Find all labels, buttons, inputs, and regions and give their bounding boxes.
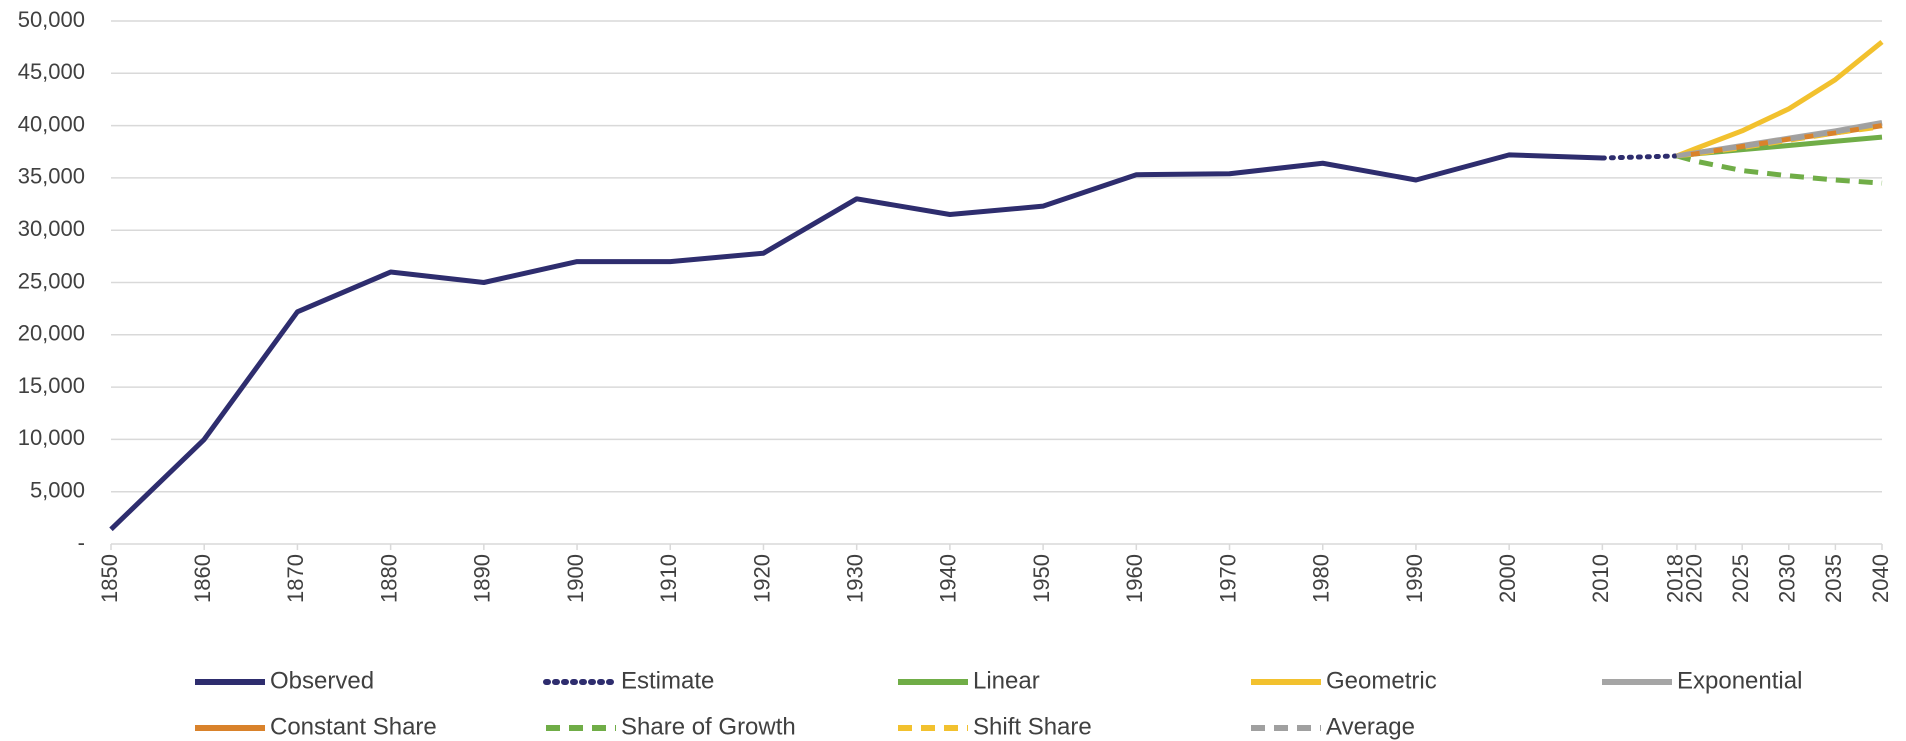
series-line [109, 152, 1603, 532]
legend-label: Geometric [1326, 667, 1437, 694]
y-tick-label: 45,000 [18, 59, 85, 84]
x-tick-label: 2000 [1495, 554, 1520, 603]
x-tick-label: 1880 [376, 554, 401, 603]
y-tick-label: - [78, 530, 85, 555]
x-tick-label: 1850 [97, 554, 122, 603]
x-tick-label: 1870 [283, 554, 308, 603]
x-tick-label: 1980 [1309, 554, 1334, 603]
legend-item: Geometric [1251, 667, 1437, 694]
x-tick-label: 1990 [1402, 554, 1427, 603]
legend-label: Average [1326, 713, 1415, 740]
y-tick-label: 5,000 [30, 478, 85, 503]
x-tick-label: 2040 [1868, 554, 1893, 603]
legend-label: Exponential [1677, 667, 1802, 694]
legend-item: Average [1251, 713, 1415, 740]
y-tick-label: 25,000 [18, 268, 85, 293]
x-tick-label: 2025 [1728, 554, 1753, 603]
x-tick-label: 2020 [1681, 554, 1706, 603]
legend-item: Shift Share [898, 713, 1092, 740]
legend-item: Exponential [1602, 667, 1802, 694]
y-tick-label: 10,000 [18, 425, 85, 450]
x-tick-label: 2030 [1775, 554, 1800, 603]
legend-label: Constant Share [270, 713, 437, 740]
x-tick-label: 1960 [1122, 554, 1147, 603]
y-tick-label: 40,000 [18, 111, 85, 136]
legend-item: Constant Share [195, 713, 437, 740]
x-tick-label: 1860 [190, 554, 215, 603]
x-tick-label: 1910 [656, 554, 681, 603]
y-tick-label: 15,000 [18, 373, 85, 398]
x-tick-label: 1920 [749, 554, 774, 603]
legend-item: Share of Growth [546, 713, 796, 740]
legend-label: Estimate [621, 667, 714, 694]
legend-item: Estimate [543, 667, 714, 694]
series-line [1676, 153, 1883, 186]
legend-label: Shift Share [973, 713, 1092, 740]
x-tick-label: 1900 [563, 554, 588, 603]
y-tick-label: 20,000 [18, 321, 85, 346]
x-tick-label: 1970 [1215, 554, 1240, 603]
series-line [1676, 39, 1884, 159]
x-tick-label: 1930 [842, 554, 867, 603]
x-tick-label: 1890 [470, 554, 495, 603]
series-line [1599, 153, 1680, 161]
x-tick-label: 2018 [1663, 554, 1688, 603]
legend-item: Observed [195, 667, 374, 694]
x-tick-label: 2035 [1821, 554, 1846, 603]
legend-item: Linear [898, 667, 1040, 694]
series-line [1676, 121, 1883, 159]
x-tick-label: 2010 [1588, 554, 1613, 603]
x-tick-label: 1940 [936, 554, 961, 603]
legend-label: Share of Growth [621, 713, 796, 740]
legend-label: Linear [973, 667, 1040, 694]
y-tick-label: 35,000 [18, 164, 85, 189]
y-tick-label: 30,000 [18, 216, 85, 241]
y-tick-label: 50,000 [18, 7, 85, 32]
x-tick-label: 1950 [1029, 554, 1054, 603]
legend-label: Observed [270, 667, 374, 694]
